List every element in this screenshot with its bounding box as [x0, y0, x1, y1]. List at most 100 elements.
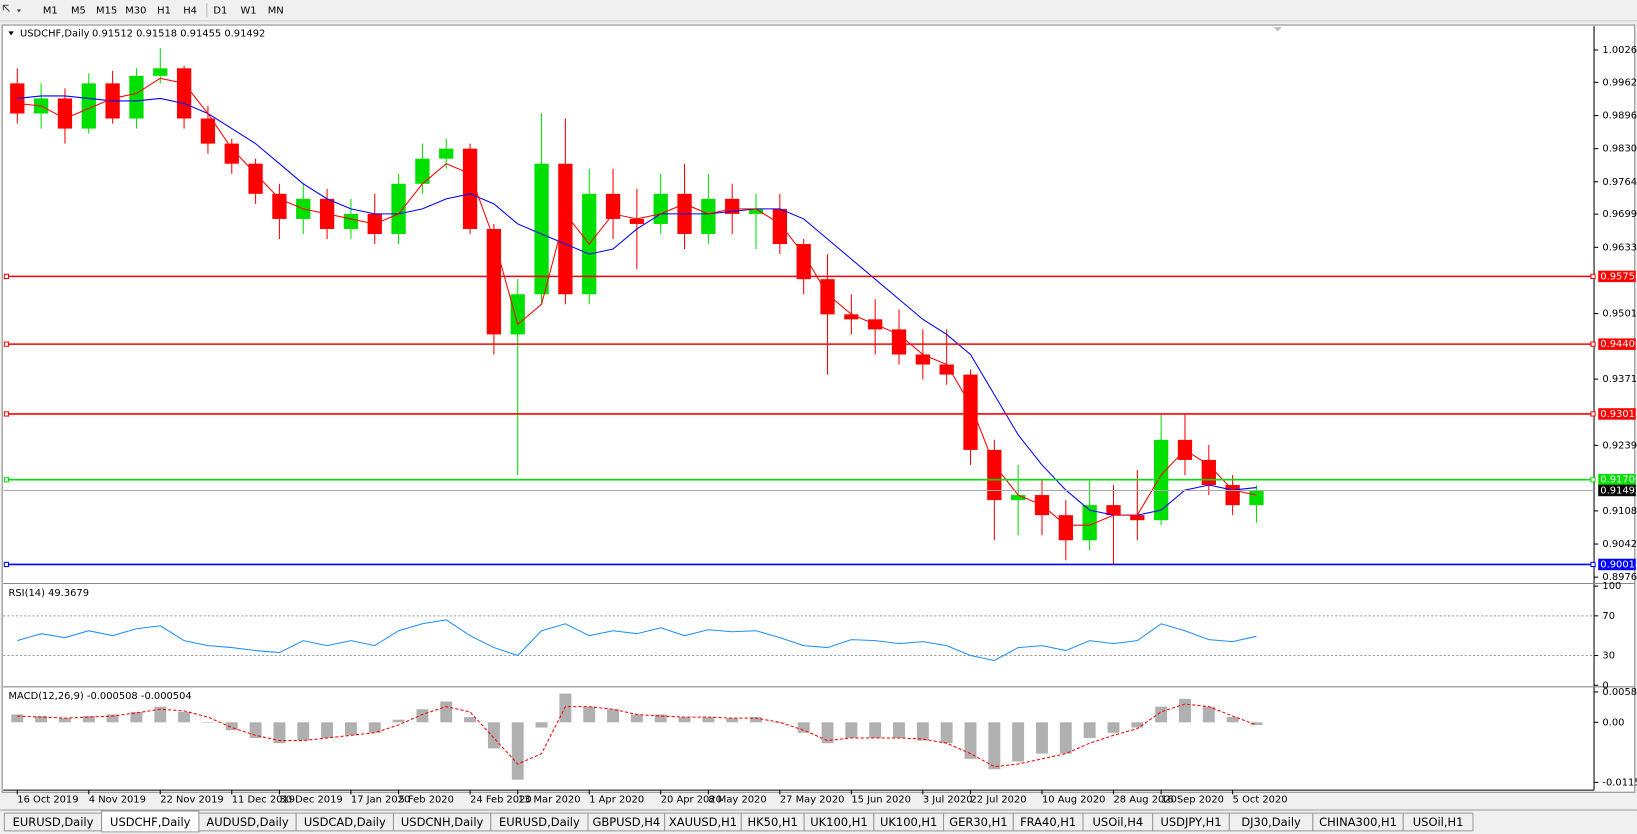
- timeframe-button[interactable]: MN: [268, 5, 284, 16]
- tab-label[interactable]: HK50,H1: [748, 815, 798, 829]
- y-tick-label: 0.95015: [1602, 309, 1637, 320]
- macd-bar: [869, 722, 882, 738]
- last-price-box: [1598, 484, 1636, 497]
- macd-bar: [1059, 722, 1072, 754]
- x-tick-label: 5 Feb 2020: [399, 795, 454, 806]
- macd-bar: [893, 722, 905, 738]
- candle-body: [629, 218, 645, 224]
- macd-bar: [559, 693, 572, 723]
- x-tick-label: 17 Jan 2020: [351, 795, 410, 806]
- tab-label[interactable]: USDJPY,H1: [1160, 815, 1221, 829]
- candle-body: [796, 244, 811, 280]
- level-label-box: [1598, 473, 1636, 486]
- y-tick-label: 0.005818: [1602, 687, 1637, 698]
- macd-bar: [702, 717, 715, 723]
- x-tick-label: 8 May 2020: [708, 795, 766, 806]
- tab-label[interactable]: UK100,H1: [880, 815, 937, 829]
- candle-body: [844, 314, 859, 320]
- macd-bar: [201, 722, 214, 723]
- level-handle: [3, 411, 10, 417]
- header-arrow: [8, 31, 14, 36]
- timeframe-button[interactable]: M1: [43, 5, 58, 16]
- tab-label[interactable]: CHINA300,H1: [1319, 815, 1397, 829]
- level-label: 0.90018: [1600, 559, 1637, 570]
- macd-bar: [1107, 722, 1120, 733]
- y-tick-label: -0.01151: [1602, 777, 1637, 788]
- candle-body: [701, 198, 716, 234]
- tab-label[interactable]: XAUUSD,H1: [669, 815, 737, 829]
- level-handle: [3, 273, 10, 279]
- timeframe-button[interactable]: H1: [157, 5, 171, 16]
- timeframe-button[interactable]: H4: [183, 5, 197, 16]
- y-tick-label: 1.00265: [1602, 45, 1637, 56]
- candle-body: [439, 148, 454, 159]
- timeframe-button[interactable]: W1: [241, 5, 257, 16]
- macd-bar: [1202, 706, 1215, 723]
- tab-label[interactable]: USOil,H1: [1413, 815, 1464, 829]
- y-tick-label: 70: [1602, 611, 1615, 622]
- tab-label[interactable]: USDCHF,Daily: [110, 815, 191, 829]
- tab-label[interactable]: UK100,H1: [810, 815, 867, 829]
- candle-body: [415, 158, 430, 184]
- candle-body: [1058, 515, 1073, 541]
- dropdown-icon[interactable]: [16, 9, 22, 13]
- rsi-line: [17, 619, 1257, 662]
- x-tick-label: 24 Feb 2020: [470, 795, 532, 806]
- macd-bar: [821, 722, 834, 744]
- candle-body: [510, 294, 525, 335]
- macd-bar: [154, 706, 167, 723]
- tab-label[interactable]: EURUSD,Daily: [499, 815, 580, 829]
- tab-label[interactable]: AUDUSD,Daily: [206, 815, 288, 829]
- tab[interactable]: [1402, 812, 1474, 832]
- x-tick-label: 16 Sep 2020: [1161, 795, 1224, 806]
- ohlc-text: 0.91512 0.91518 0.91455 0.91492: [92, 28, 265, 39]
- level-label: 0.94406: [1600, 339, 1637, 350]
- macd-bar: [678, 717, 691, 723]
- macd-bar: [297, 722, 310, 741]
- tab-label[interactable]: FRA40,H1: [1020, 815, 1076, 829]
- macd-bar: [750, 717, 762, 723]
- tab-label[interactable]: EURUSD,Daily: [13, 815, 94, 829]
- timeframe-button[interactable]: M30: [125, 5, 146, 16]
- cursor-icon[interactable]: [2, 4, 10, 12]
- macd-bar: [344, 722, 357, 736]
- macd-bar: [1036, 722, 1048, 754]
- timeframe-button[interactable]: D1: [213, 5, 227, 16]
- timeframe-button[interactable]: M5: [71, 5, 86, 16]
- y-tick-label: 0.90425: [1602, 539, 1637, 550]
- tab-label[interactable]: GER30,H1: [949, 815, 1007, 829]
- x-tick-label: 4 Nov 2019: [89, 795, 146, 806]
- tab-label[interactable]: GBPUSD,H4: [592, 815, 660, 829]
- candle-body: [748, 208, 764, 214]
- macd-bar: [1012, 722, 1025, 762]
- candle-body: [1011, 495, 1026, 501]
- macd-bar: [392, 719, 405, 723]
- macd-bar: [726, 718, 739, 723]
- y-tick-label: 0.96995: [1602, 209, 1637, 220]
- chart-window: [1, 24, 1636, 793]
- candle-body: [1106, 505, 1121, 516]
- candle-body: [1201, 459, 1216, 486]
- x-tick-label: 15 Jun 2020: [851, 795, 911, 806]
- candle-body: [987, 449, 1002, 501]
- macd-bar: [416, 709, 429, 723]
- macd-bar: [368, 722, 381, 733]
- level-label-box: [1598, 270, 1636, 283]
- tab-label[interactable]: USDCNH,Daily: [401, 815, 484, 829]
- macd-bar: [940, 722, 953, 744]
- tab-label[interactable]: USDCAD,Daily: [304, 815, 386, 829]
- tab-label[interactable]: USOil,H4: [1093, 815, 1144, 829]
- timeframe-button[interactable]: M15: [96, 5, 117, 16]
- macd-bar: [58, 718, 71, 723]
- x-tick-label: 13 Mar 2020: [518, 795, 581, 806]
- candle-body: [129, 75, 144, 119]
- macd-bar: [178, 711, 191, 723]
- candle-body: [224, 143, 239, 164]
- x-tick-label: 3 Jul 2020: [923, 795, 973, 806]
- macd-bar: [1250, 722, 1263, 725]
- tab-label[interactable]: DJ30,Daily: [1241, 815, 1301, 829]
- x-tick-label: 11 Dec 2019: [232, 795, 295, 806]
- candle-body: [153, 68, 168, 76]
